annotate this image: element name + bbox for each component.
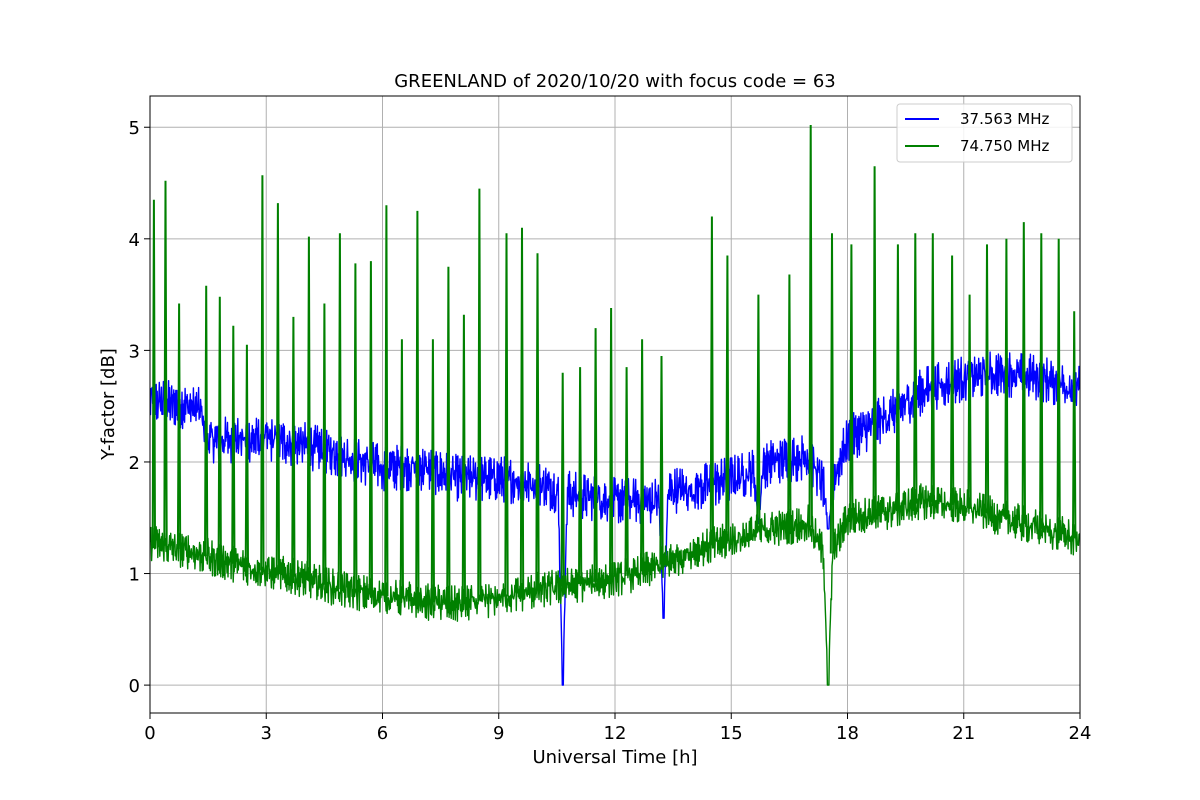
spike-mark xyxy=(984,244,990,514)
spike-mark xyxy=(950,255,955,505)
y-tick-label: 2 xyxy=(129,453,140,474)
spike-mark xyxy=(519,227,525,594)
x-tick-label: 15 xyxy=(720,723,743,744)
spike-mark xyxy=(808,124,813,528)
series-line-1 xyxy=(150,483,1080,686)
spike-mark xyxy=(756,294,761,533)
spike-mark xyxy=(640,339,645,572)
spike-mark xyxy=(709,216,714,546)
y-tick-label: 0 xyxy=(129,676,140,697)
x-tick-label: 12 xyxy=(604,723,627,744)
series-layer xyxy=(150,124,1080,686)
spike-mark xyxy=(217,296,222,561)
spike-mark xyxy=(1004,238,1009,519)
spike-mark xyxy=(446,266,451,604)
x-tick-label: 3 xyxy=(261,723,272,744)
x-axis-label: Universal Time [h] xyxy=(532,747,697,768)
spike-mark xyxy=(659,355,664,565)
y-tick-label: 5 xyxy=(129,118,140,139)
x-axis-ticks: 0 3 6 9 12 15 18 21 24 xyxy=(144,713,1091,744)
spike-mark xyxy=(368,261,373,595)
spike-mark xyxy=(829,233,835,554)
y-tick-label: 3 xyxy=(129,341,140,362)
spike-mark xyxy=(578,367,583,585)
x-tick-label: 18 xyxy=(836,723,859,744)
x-tick-label: 0 xyxy=(144,723,155,744)
spike-mark xyxy=(461,314,466,605)
spike-mark xyxy=(306,236,311,581)
spike-mark xyxy=(399,339,404,599)
spike-mark xyxy=(384,205,389,597)
spike-mark xyxy=(1072,311,1077,539)
spike-mark xyxy=(849,244,854,518)
spike-mark xyxy=(204,285,209,557)
legend-label-74-750: 74.750 MHz xyxy=(960,137,1049,155)
series-line-0 xyxy=(150,351,1080,686)
spike-mark xyxy=(872,166,877,514)
spike-mark xyxy=(151,199,156,544)
x-tick-label: 21 xyxy=(952,723,975,744)
spike-mark xyxy=(415,210,420,601)
spike-mark xyxy=(322,303,327,585)
legend-label-37-563: 37.563 MHz xyxy=(960,110,1049,128)
y-axis-ticks: 0 1 2 3 4 5 xyxy=(129,118,150,697)
spike-mark xyxy=(624,367,629,576)
spike-mark xyxy=(913,233,918,504)
spike-mark xyxy=(535,253,540,591)
spike-mark xyxy=(260,175,265,571)
spike-mark xyxy=(275,203,280,574)
x-tick-label: 6 xyxy=(377,723,388,744)
spike-mark xyxy=(163,180,168,546)
spike-mark xyxy=(477,188,482,602)
chart-title: GREENLAND of 2020/10/20 with focus code … xyxy=(394,71,836,92)
spike-mark xyxy=(593,328,598,582)
spike-mark xyxy=(609,307,614,580)
y-axis-label: Y-factor [dB] xyxy=(98,348,119,461)
spike-mark xyxy=(895,244,900,509)
spike-mark xyxy=(353,263,358,592)
spike-mark xyxy=(560,372,565,587)
legend: 37.563 MHz 74.750 MHz xyxy=(896,103,1073,163)
x-tick-label: 24 xyxy=(1069,723,1092,744)
spike-mark xyxy=(504,233,509,597)
y-tick-label: 1 xyxy=(129,565,140,586)
spike-mark xyxy=(244,344,249,567)
x-tick-label: 9 xyxy=(493,723,504,744)
spike-mark xyxy=(725,255,730,542)
spike-mark xyxy=(1039,233,1044,529)
legend-box xyxy=(896,103,1073,163)
spike-mark xyxy=(930,233,935,503)
spike-mark xyxy=(1021,222,1026,524)
spike-mark xyxy=(176,303,182,550)
spike-mark xyxy=(291,316,296,577)
y-tick-label: 4 xyxy=(129,230,140,251)
spike-mark xyxy=(1056,238,1061,534)
spike-mark xyxy=(231,325,236,564)
spike-mark xyxy=(337,233,342,590)
spike-mark xyxy=(967,294,972,509)
spike-mark xyxy=(787,274,792,527)
spike-mark xyxy=(430,339,435,603)
